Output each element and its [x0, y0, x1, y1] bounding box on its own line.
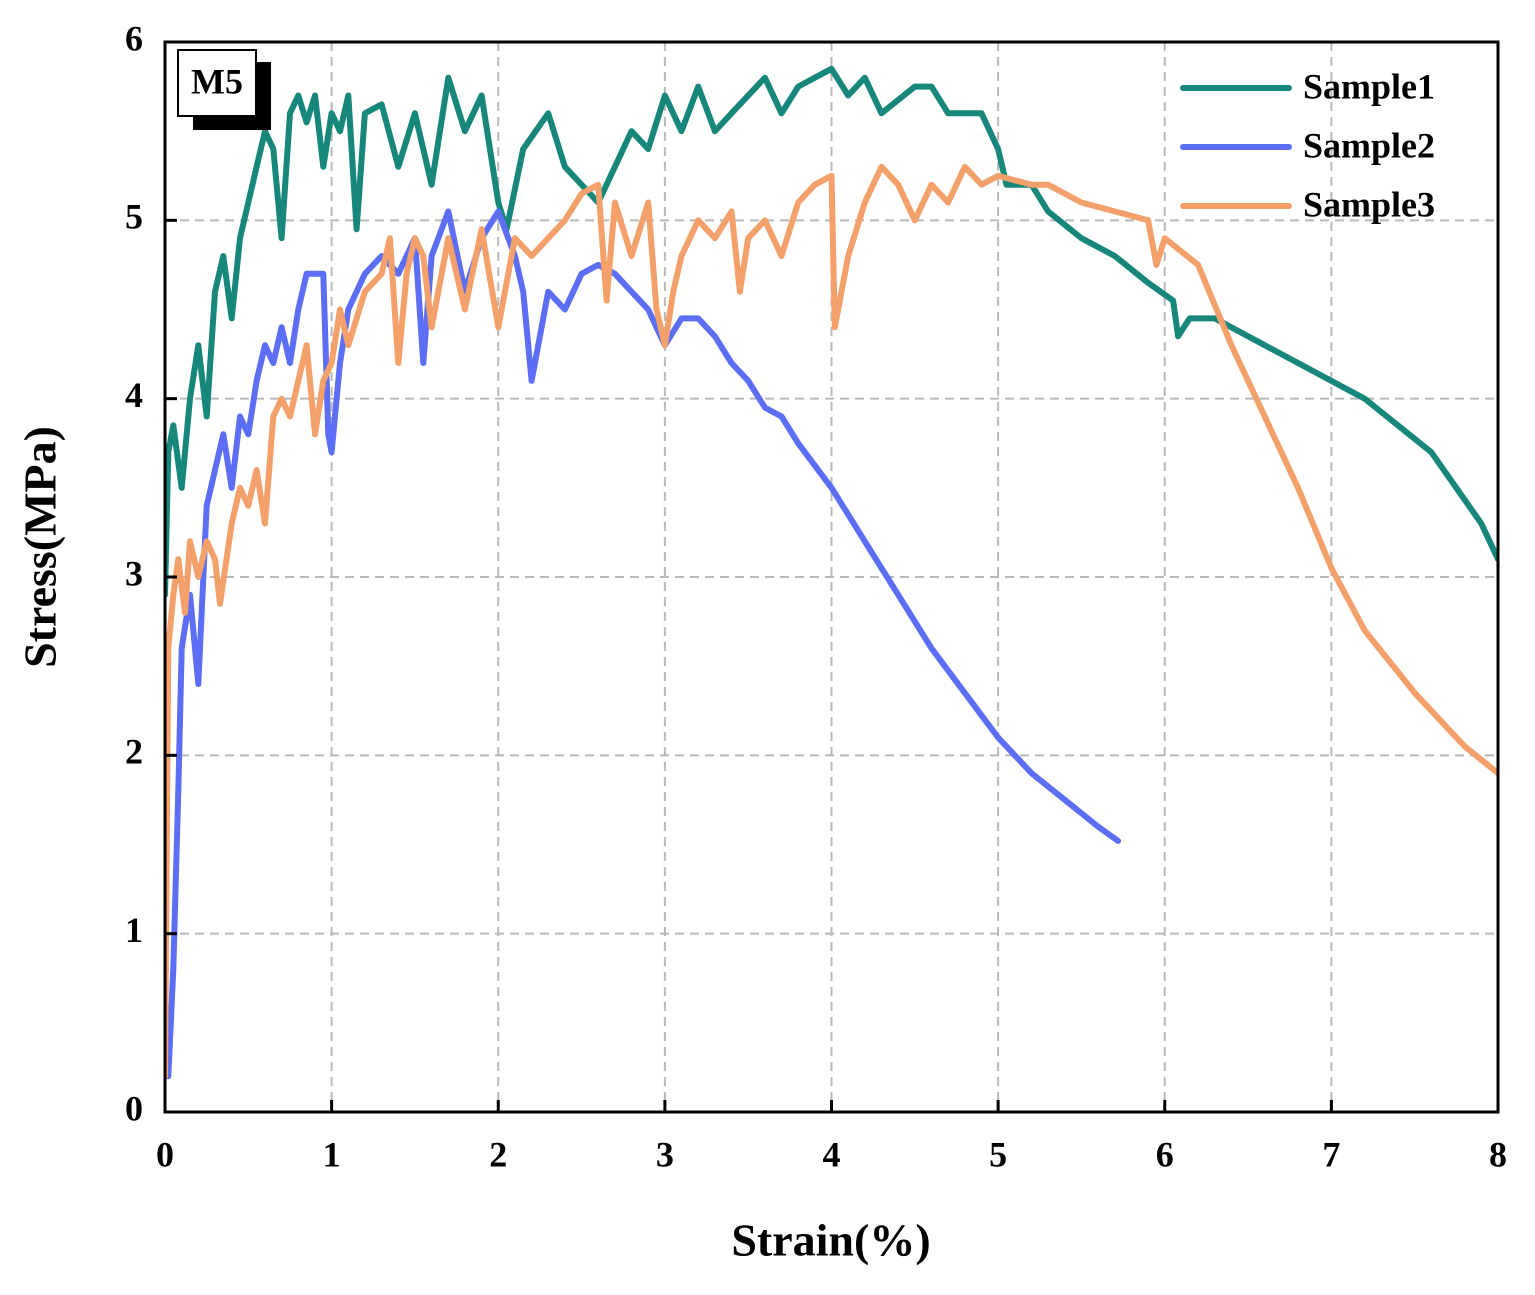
x-tick-label: 2 — [489, 1134, 507, 1174]
legend: Sample1 Sample2 Sample3 — [1180, 66, 1435, 224]
x-tick-label: 6 — [1156, 1134, 1174, 1174]
y-tick-label: 1 — [125, 910, 143, 950]
axes: 0 1 2 3 4 5 6 7 8 0 1 2 3 4 5 6 — [125, 18, 1507, 1174]
x-tick-label: 4 — [823, 1134, 841, 1174]
y-tick-label: 2 — [125, 732, 143, 772]
series-line — [165, 65, 1498, 598]
y-axis-title: Stress(MPa) — [15, 426, 66, 668]
legend-label: Sample1 — [1303, 66, 1435, 106]
x-tick-label: 5 — [989, 1134, 1007, 1174]
x-tick-label: 8 — [1489, 1134, 1507, 1174]
x-tick-label: 3 — [656, 1134, 674, 1174]
legend-label: Sample2 — [1303, 125, 1435, 165]
y-tick-label: 6 — [125, 18, 143, 58]
y-tick-label: 0 — [125, 1088, 143, 1128]
y-tick-label: 5 — [125, 197, 143, 237]
y-tick-label: 3 — [125, 553, 143, 593]
annotation: M5 — [191, 61, 243, 101]
y-tick-label: 4 — [125, 375, 143, 415]
legend-label: Sample3 — [1303, 184, 1435, 224]
x-tick-label: 1 — [323, 1134, 341, 1174]
x-axis-title: Strain(%) — [731, 1215, 930, 1266]
x-tick-label: 7 — [1322, 1134, 1340, 1174]
series-line — [165, 163, 1498, 1080]
series-line — [165, 208, 1122, 1080]
annotation-box — [177, 49, 257, 117]
x-tick-label: 0 — [156, 1134, 174, 1174]
lines — [165, 65, 1498, 1080]
